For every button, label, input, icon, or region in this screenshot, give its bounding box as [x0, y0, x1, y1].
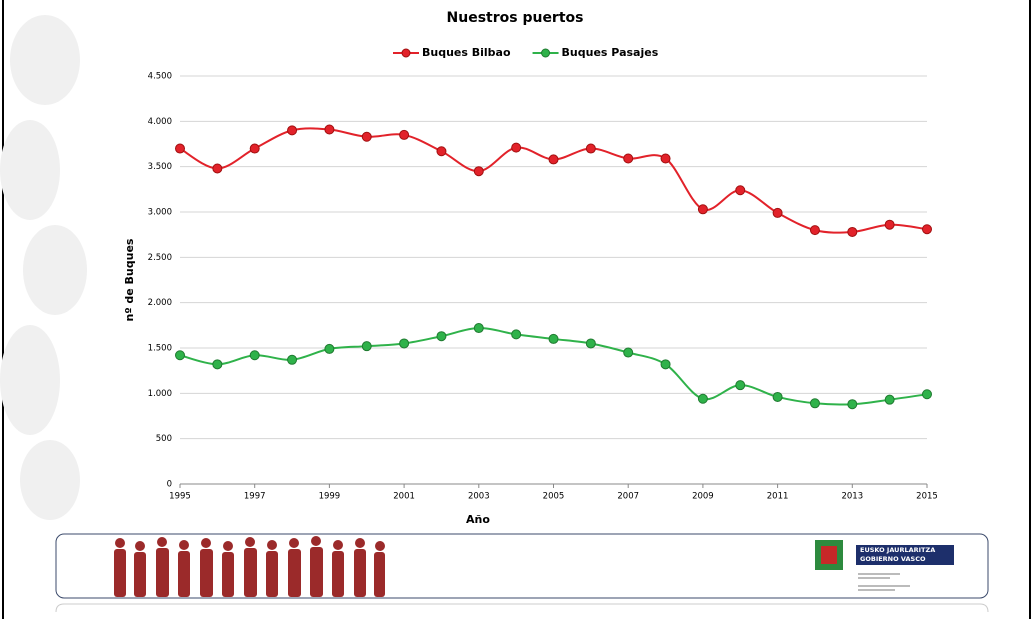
- data-point: [772, 391, 783, 402]
- y-tick-label: 4.500: [148, 72, 172, 82]
- footer-line: [55, 603, 989, 613]
- data-point: [399, 338, 410, 349]
- footer-banner: [55, 533, 989, 599]
- x-tick-label: 1999: [319, 492, 341, 502]
- data-point: [287, 354, 298, 365]
- x-tick-label: 1995: [169, 492, 191, 502]
- y-tick-label: 3.000: [148, 208, 172, 218]
- x-tick-label: 2001: [393, 492, 415, 502]
- y-tick-label: 1.000: [148, 389, 172, 399]
- data-point: [660, 359, 671, 370]
- y-tick-label: 500: [156, 434, 172, 444]
- x-tick-label: 2013: [841, 492, 863, 502]
- legend-marker: [401, 48, 411, 58]
- logo-emblem-inner: [821, 546, 837, 564]
- data-point: [212, 359, 223, 370]
- data-point: [473, 323, 484, 334]
- data-point: [660, 153, 671, 164]
- series-line: [179, 127, 928, 234]
- data-point: [249, 350, 260, 361]
- data-point: [175, 350, 185, 361]
- data-point: [735, 185, 746, 196]
- chart-title: Nuestros puertos: [447, 10, 584, 26]
- data-point: [175, 143, 185, 154]
- x-tick-label: 2011: [767, 492, 789, 502]
- data-point: [249, 143, 260, 154]
- data-point: [399, 129, 410, 140]
- data-point: [361, 341, 372, 352]
- data-point: [361, 131, 372, 142]
- x-tick-label: 2009: [692, 492, 714, 502]
- x-tick-label: 1997: [244, 492, 266, 502]
- x-axis-label: Año: [466, 513, 490, 526]
- x-tick-label: 2005: [543, 492, 565, 502]
- data-point: [436, 331, 447, 342]
- y-tick-label: 3.500: [148, 162, 172, 172]
- data-point: [809, 398, 820, 409]
- x-tick-label: 2015: [916, 492, 938, 502]
- plot: 0 500 1.000 1.500 2.000 2.500 3.000 3.500 4.000 4…: [148, 46, 938, 502]
- logo-text: EUSKO JAURLARITZA: [860, 546, 935, 554]
- y-tick-label: 4.000: [148, 117, 172, 127]
- data-point: [922, 224, 932, 235]
- data-point: [697, 204, 708, 215]
- data-point: [324, 124, 335, 135]
- legend-label: Buques Pasajes: [562, 46, 659, 59]
- y-tick-label: 0: [167, 480, 172, 490]
- data-point: [212, 163, 223, 174]
- background-ornament: [0, 15, 87, 520]
- logo-band: [856, 545, 954, 565]
- data-point: [922, 389, 932, 400]
- data-point: [324, 343, 335, 354]
- y-tick-label: 2.500: [148, 253, 172, 263]
- data-point: [511, 142, 522, 153]
- x-tick-label: 2003: [468, 492, 490, 502]
- logo-text: GOBIERNO VASCO: [860, 555, 926, 563]
- x-tick-label: 2007: [617, 492, 639, 502]
- data-point: [847, 399, 858, 410]
- data-point: [735, 380, 746, 391]
- data-point: [548, 333, 559, 344]
- data-point: [287, 125, 298, 136]
- data-point: [585, 143, 596, 154]
- legend-marker: [541, 48, 551, 58]
- people-silhouettes: [114, 536, 385, 597]
- y-tick-label: 2.000: [148, 298, 172, 308]
- data-point: [473, 166, 484, 177]
- logo-small-print: [858, 573, 910, 591]
- legend-label: Buques Bilbao: [422, 46, 511, 59]
- data-point: [884, 394, 895, 405]
- data-point: [623, 153, 634, 164]
- data-point: [809, 225, 820, 236]
- data-point: [436, 146, 447, 157]
- data-point: [772, 207, 783, 218]
- data-point: [511, 329, 522, 340]
- data-point: [623, 347, 634, 358]
- data-point: [548, 154, 559, 165]
- data-point: [585, 338, 596, 349]
- data-point: [884, 219, 895, 230]
- y-axis-label: nº de Buques: [123, 238, 136, 321]
- data-point: [697, 393, 708, 404]
- data-point: [847, 226, 858, 237]
- y-tick-label: 1.500: [148, 344, 172, 354]
